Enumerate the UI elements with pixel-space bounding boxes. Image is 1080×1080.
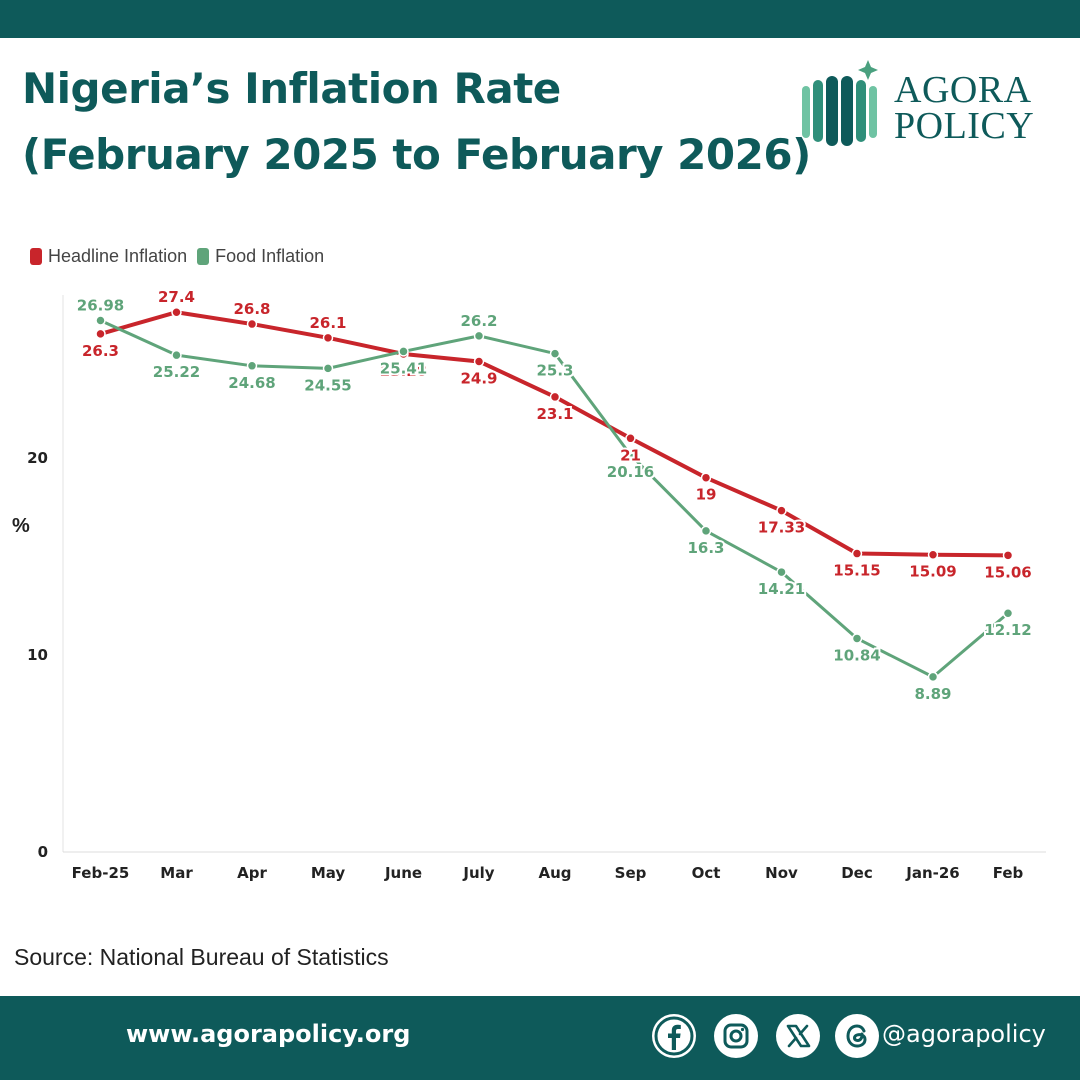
logo-text-line1: AGORA (894, 69, 1032, 111)
data-label: 10.84 (833, 646, 880, 664)
agora-policy-logo-icon (802, 60, 878, 146)
x-tick-label: May (311, 864, 346, 882)
data-label: 15.06 (984, 563, 1031, 581)
data-point (625, 449, 636, 461)
x-tick-label: Feb-25 (72, 864, 130, 882)
y-tick-label: 10 (27, 646, 48, 664)
page-title: Nigeria’s Inflation Rate (22, 64, 561, 113)
x-tick-label: Nov (765, 864, 798, 882)
data-point (473, 356, 485, 367)
website-link[interactable]: www.agorapolicy.org (126, 1020, 411, 1048)
data-label: 12.12 (984, 621, 1031, 639)
facebook-icon (654, 1016, 694, 1056)
instagram-icon (723, 1023, 749, 1049)
legend-label-headline: Headline Inflation (48, 246, 188, 266)
x-tick-label: Dec (841, 864, 873, 882)
logo-wordmark: AGORA POLICY (894, 69, 1035, 147)
data-label: 25.22 (153, 363, 200, 381)
source-note: Source: National Bureau of Statistics (14, 944, 389, 970)
data-label: 24.68 (228, 374, 275, 392)
chart-legend: Headline Inflation Food Inflation (30, 246, 334, 267)
data-label: 20.16 (607, 463, 654, 481)
y-axis-label: % (12, 515, 30, 537)
data-point (171, 349, 182, 361)
legend-item-food[interactable]: Food Inflation (197, 246, 324, 267)
page-subtitle: (February 2025 to February 2026) (22, 130, 811, 179)
data-point (700, 525, 712, 537)
y-tick-label: 0 (38, 843, 48, 861)
data-label: 25.41 (380, 359, 427, 377)
data-label: 17.33 (758, 519, 805, 537)
data-label: 16.3 (687, 539, 724, 557)
data-point (851, 633, 863, 644)
facebook-button[interactable] (652, 1014, 696, 1058)
x-tick-label: June (384, 864, 422, 882)
data-point (1002, 550, 1014, 561)
data-point (549, 391, 561, 403)
data-point (549, 348, 561, 359)
legend-swatch-food (197, 248, 210, 265)
data-label: 15.15 (833, 562, 880, 580)
data-label: 15.09 (909, 563, 956, 581)
footer-bar: www.agorapolicy.org @agorapolicy (0, 996, 1080, 1080)
x-button[interactable] (776, 1014, 820, 1058)
data-point (322, 363, 334, 374)
top-bar (0, 0, 1080, 38)
legend-label-food: Food Inflation (215, 246, 325, 266)
data-label: 26.3 (82, 342, 119, 360)
x-tick-label: Mar (160, 864, 193, 882)
legend-swatch-headline (30, 248, 42, 265)
data-point (246, 360, 258, 372)
data-label: 24.55 (304, 376, 351, 394)
data-label: 19 (696, 486, 717, 504)
data-label: 23.1 (536, 405, 573, 423)
data-point (95, 315, 106, 326)
x-tick-label: July (462, 864, 494, 882)
data-point (927, 671, 939, 683)
data-label: 24.9 (460, 369, 497, 387)
data-point (1002, 607, 1014, 619)
data-point (171, 306, 182, 318)
data-label: 25.28 (380, 362, 427, 380)
data-point (700, 472, 712, 483)
data-point (851, 548, 863, 559)
data-label: 26.98 (77, 296, 124, 314)
data-label: 25.3 (536, 362, 573, 380)
line-chart: 0 10 20 Feb-25 Mar Apr May June July Aug Sep Oct Nov… (27, 286, 1046, 882)
data-point (95, 328, 106, 340)
x-tick-label: Apr (237, 864, 267, 882)
data-point (398, 346, 409, 357)
data-point (776, 505, 787, 516)
x-tick-label: Oct (692, 864, 721, 882)
x-icon (786, 1024, 811, 1048)
social-handle[interactable]: @agorapolicy (882, 1020, 1046, 1048)
logo-text-line2: POLICY (894, 105, 1035, 147)
x-tick-label: Feb (993, 864, 1024, 882)
data-point (927, 549, 939, 560)
x-tick-label: Aug (538, 864, 571, 882)
threads-icon (846, 1024, 867, 1048)
y-tick-label: 20 (27, 449, 48, 467)
data-label: 26.2 (460, 312, 497, 330)
data-point (473, 330, 485, 342)
data-point (246, 318, 258, 330)
data-point (776, 566, 787, 578)
data-label: 26.1 (309, 314, 346, 332)
legend-item-headline[interactable]: Headline Inflation (30, 246, 187, 267)
data-label: 27.4 (158, 288, 195, 306)
threads-button[interactable] (835, 1014, 879, 1058)
data-label: 21 (620, 446, 641, 464)
data-point (322, 332, 334, 344)
x-tick-label: Sep (615, 864, 647, 882)
agora-policy-logo[interactable]: AGORA POLICY (798, 58, 1058, 148)
data-label: 14.21 (758, 580, 805, 598)
data-label: 8.89 (914, 685, 951, 703)
data-label: 26.8 (233, 300, 270, 318)
x-tick-label: Jan-26 (905, 864, 959, 882)
data-point (625, 433, 636, 444)
instagram-button[interactable] (714, 1014, 758, 1058)
